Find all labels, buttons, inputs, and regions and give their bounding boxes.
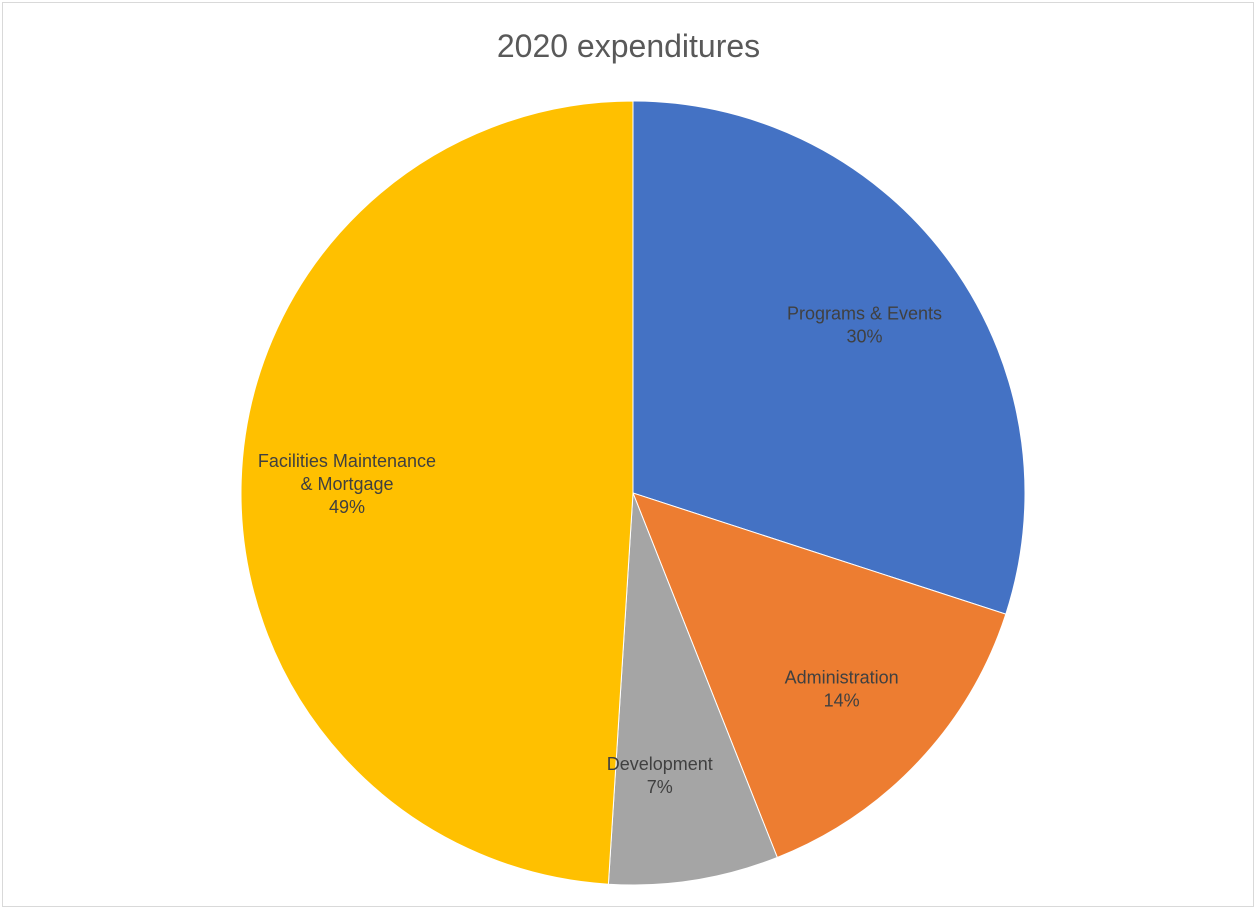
data-label-category: Facilities Maintenance [258, 451, 436, 471]
pie-labels: Programs & Events 30% Administration 14% Dev… [258, 303, 942, 797]
data-label-category: Development [607, 754, 713, 774]
data-label-administration: Administration 14% [785, 667, 899, 710]
data-label-category: Administration [785, 667, 899, 687]
pie-slice-facilities-maintenance-mortgage [240, 100, 634, 885]
data-label-programs-events: Programs & Events 30% [787, 303, 942, 346]
data-label-development: Development 7% [607, 754, 713, 797]
data-label-facilities-maintenance-mortgage: Facilities Maintenance & Mortgage 49% [258, 451, 436, 517]
data-label-percent: 49% [329, 497, 365, 517]
pie-slice-development [607, 492, 778, 886]
data-label-percent: 30% [846, 326, 882, 346]
chart-title: 2020 expenditures [496, 28, 761, 64]
data-label-percent: 7% [647, 777, 673, 797]
data-label-category: & Mortgage [300, 474, 393, 494]
pie-slices [240, 100, 1026, 886]
pie-slice-administration [632, 492, 1007, 859]
pie-slice-programs-events [632, 100, 1026, 615]
data-label-percent: 14% [824, 690, 860, 710]
data-label-category: Programs & Events [787, 303, 942, 323]
